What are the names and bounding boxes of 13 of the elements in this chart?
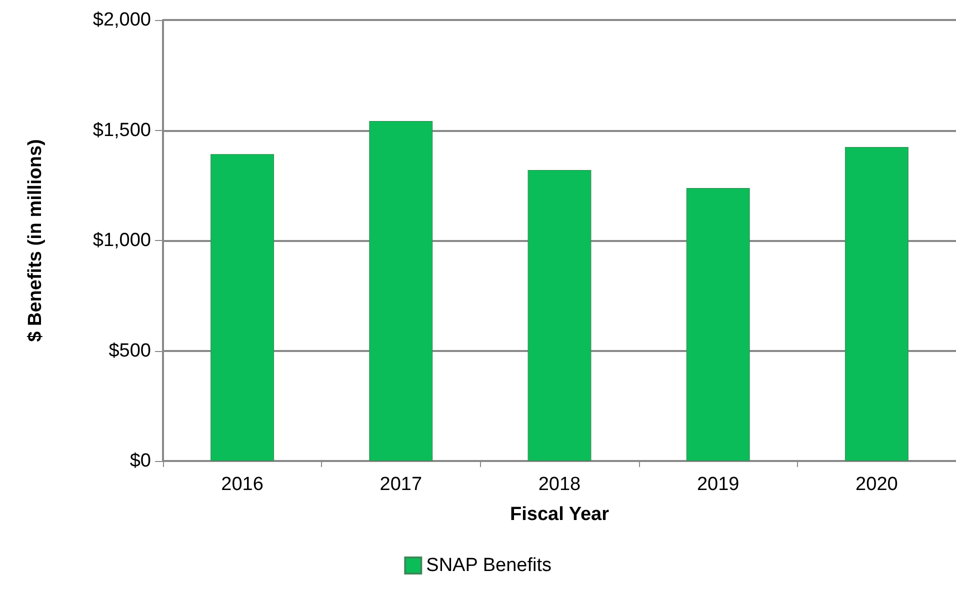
x-tick-label: 2019	[696, 474, 740, 495]
x-axis-title: Fiscal Year	[510, 504, 610, 525]
legend-label: SNAP Benefits	[426, 555, 552, 576]
x-tick-label: 2018	[538, 474, 581, 495]
y-tick-label: $1,500	[92, 120, 151, 141]
y-tick-label: $0	[130, 450, 151, 472]
x-tick-label: 2016	[221, 474, 264, 495]
x-tick-label: 2020	[856, 474, 898, 495]
y-axis-title: $ Benefits (in millions)	[25, 139, 46, 342]
y-tick-label: $500	[108, 340, 151, 362]
y-tick-label: $2,000	[92, 10, 151, 30]
x-tick-label: 2017	[380, 474, 422, 495]
y-tick-label: $1,000	[92, 230, 151, 251]
